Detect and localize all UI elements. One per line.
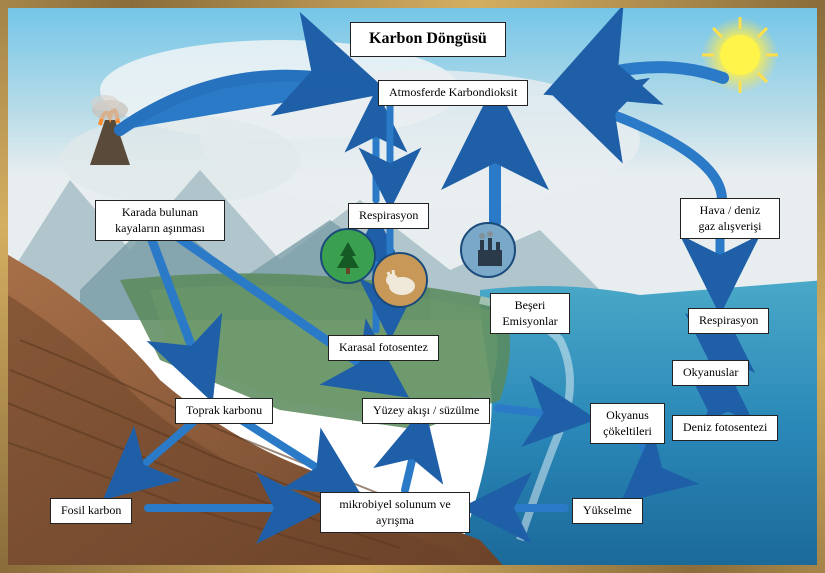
diagram-title: Karbon Döngüsü — [350, 22, 506, 57]
node-respiration: Respirasyon — [348, 203, 429, 229]
node-airsea: Hava / deniz gaz alışverişi — [680, 198, 780, 239]
node-terraphoto: Karasal fotosentez — [328, 335, 439, 361]
node-erosion: Karada bulunan kayaların aşınması — [95, 200, 225, 241]
factory-icon — [460, 222, 516, 278]
node-soilcarbon: Toprak karbonu — [175, 398, 273, 424]
node-oceans: Okyanuslar — [672, 360, 749, 386]
volcano-icon — [70, 95, 150, 175]
node-upwelling: Yükselme — [572, 498, 643, 524]
node-marinephoto: Deniz fotosentezi — [672, 415, 778, 441]
node-oceanprecip: Okyanus çökeltileri — [590, 403, 665, 444]
sun-icon — [700, 15, 780, 95]
node-fossil: Fosil karbon — [50, 498, 132, 524]
node-runoff: Yüzey akışı / süzülme — [362, 398, 490, 424]
node-respiration2: Respirasyon — [688, 308, 769, 334]
node-humanemis: Beşeri Emisyonlar — [490, 293, 570, 334]
trees-icon — [320, 228, 376, 284]
node-atmos: Atmosferde Karbondioksit — [378, 80, 528, 106]
node-microbial: mikrobiyel solunum ve ayrışma — [320, 492, 470, 533]
rabbit-icon — [372, 252, 428, 308]
